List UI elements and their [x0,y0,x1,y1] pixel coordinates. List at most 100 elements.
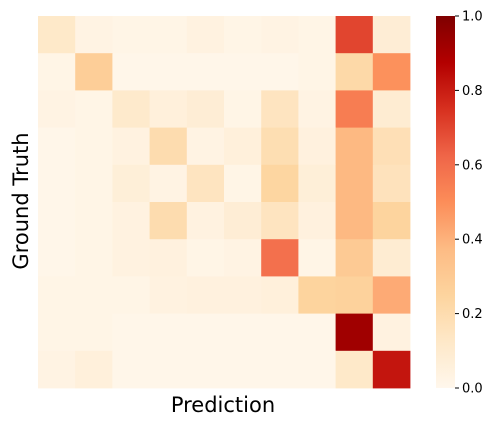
heatmap-cell-r6-c6 [261,239,299,277]
heatmap-cell-r8-c5 [224,313,262,352]
heatmap-cell-r5-c3 [149,202,188,240]
heatmap-cell-r3-c9 [372,127,411,166]
heatmap-cell-r7-c8 [335,276,374,314]
colorbar-tick-label: 0.6 [462,158,483,173]
heatmap-cell-r5-c5 [224,202,262,240]
colorbar-tick-label: 0.4 [462,233,483,248]
heatmap-cell-r7-c1 [75,276,113,314]
heatmap-cell-r0-c1 [75,16,113,54]
heatmap-cell-r2-c0 [38,90,76,128]
heatmap-cell-r0-c9 [372,16,411,54]
heatmap-cell-r2-c1 [75,90,113,128]
heatmap-cell-r4-c5 [224,164,262,203]
heatmap-cell-r5-c2 [112,202,150,240]
heatmap-cell-r1-c2 [112,53,150,91]
heatmap-cell-r8-c8 [335,313,374,352]
heatmap-cell-r9-c3 [149,350,188,389]
heatmap-cell-r0-c8 [335,16,374,54]
heatmap-cell-r5-c8 [335,202,374,240]
heatmap-cell-r3-c0 [38,127,76,166]
heatmap-cell-r5-c9 [372,202,411,240]
colorbar-tick-label: 0.2 [462,307,483,322]
heatmap-cell-r8-c2 [112,313,150,352]
heatmap-cell-r2-c4 [186,90,225,128]
heatmap-cell-r4-c6 [261,164,299,203]
heatmap-cell-r2-c2 [112,90,150,128]
heatmap-cell-r3-c3 [149,127,188,166]
heatmap-cell-r6-c8 [335,239,374,277]
heatmap-cell-r9-c6 [261,350,299,389]
heatmap-cell-r6-c0 [38,239,76,277]
heatmap-cell-r5-c0 [38,202,76,240]
heatmap-cell-r8-c4 [186,313,225,352]
heatmap-cell-r0-c7 [298,16,336,54]
heatmap-cell-r1-c9 [372,53,411,91]
heatmap-cell-r8-c1 [75,313,113,352]
heatmap-cell-r4-c2 [112,164,150,203]
colorbar-tick-label: 0.8 [462,84,483,99]
heatmap-cell-r5-c6 [261,202,299,240]
heatmap-cell-r4-c8 [335,164,374,203]
heatmap-cell-r4-c0 [38,164,76,203]
heatmap-cell-r0-c6 [261,16,299,54]
heatmap-cell-r9-c0 [38,350,76,389]
heatmap-cell-r0-c0 [38,16,76,54]
heatmap-cell-r4-c3 [149,164,188,203]
heatmap-cell-r6-c7 [298,239,336,277]
heatmap-cell-r8-c3 [149,313,188,352]
heatmap-cell-r4-c1 [75,164,113,203]
colorbar-tick-label: 1.0 [462,10,483,25]
colorbar-tick-label: 0.0 [462,382,483,397]
heatmap-cell-r9-c5 [224,350,262,389]
heatmap-cell-r9-c7 [298,350,336,389]
colorbar-gradient [436,16,455,388]
heatmap-cell-r8-c9 [372,313,411,352]
heatmap-cells [38,16,411,389]
heatmap-cell-r4-c7 [298,164,336,203]
heatmap-cell-r6-c3 [149,239,188,277]
heatmap-cell-r0-c2 [112,16,150,54]
heatmap-cell-r2-c7 [298,90,336,128]
heatmap-cell-r7-c2 [112,276,150,314]
heatmap-cell-r7-c9 [372,276,411,314]
heatmap-cell-r3-c7 [298,127,336,166]
heatmap-cell-r2-c9 [372,90,411,128]
heatmap-cell-r2-c8 [335,90,374,128]
x-axis-label: Prediction [171,393,275,417]
heatmap-cell-r7-c0 [38,276,76,314]
heatmap-cell-r3-c1 [75,127,113,166]
heatmap-cell-r1-c0 [38,53,76,91]
heatmap-cell-r1-c4 [186,53,225,91]
heatmap-cell-r7-c4 [186,276,225,314]
heatmap-cell-r8-c0 [38,313,76,352]
heatmap-cell-r7-c5 [224,276,262,314]
heatmap-cell-r1-c3 [149,53,188,91]
heatmap-cell-r2-c5 [224,90,262,128]
heatmap-cell-r4-c4 [186,164,225,203]
heatmap-cell-r1-c7 [298,53,336,91]
heatmap-cell-r1-c1 [75,53,113,91]
heatmap-cell-r5-c1 [75,202,113,240]
heatmap-cell-r6-c1 [75,239,113,277]
heatmap-cell-r0-c4 [186,16,225,54]
heatmap-cell-r1-c6 [261,53,299,91]
y-axis-label: Ground Truth [9,132,33,269]
heatmap-cell-r9-c4 [186,350,225,389]
heatmap-cell-r0-c3 [149,16,188,54]
heatmap-cell-r2-c6 [261,90,299,128]
heatmap-cell-r3-c5 [224,127,262,166]
heatmap-cell-r9-c8 [335,350,374,389]
heatmap-cell-r9-c1 [75,350,113,389]
heatmap-cell-r3-c2 [112,127,150,166]
heatmap-cell-r2-c3 [149,90,188,128]
heatmap-cell-r8-c6 [261,313,299,352]
heatmap-cell-r5-c7 [298,202,336,240]
heatmap-cell-r6-c2 [112,239,150,277]
colorbar: 0.0 0.2 0.4 0.6 0.8 1.0 [436,10,483,397]
heatmap-cell-r3-c8 [335,127,374,166]
heatmap-cell-r7-c3 [149,276,188,314]
heatmap-cell-r7-c6 [261,276,299,314]
heatmap-cell-r5-c4 [186,202,225,240]
heatmap-cell-r4-c9 [372,164,411,203]
